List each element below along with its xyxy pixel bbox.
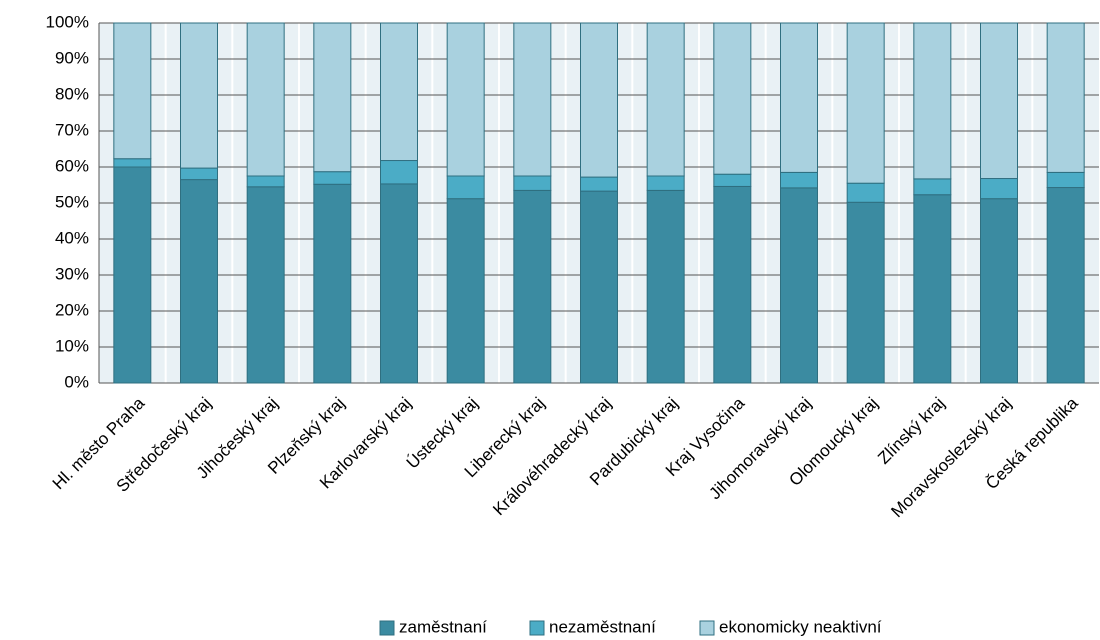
y-tick-label: 30% [55,264,89,283]
x-tick-label: Královéhradecký kraj [489,394,615,520]
bar-segment [313,183,352,384]
y-tick-label: 60% [55,156,89,175]
bar-segment [180,167,218,181]
bar-segment [513,22,552,177]
bar-segment [313,22,352,173]
bar-segment [180,22,218,169]
y-tick-label: 0% [64,372,89,391]
bar-segment [646,22,685,177]
bar-segment [713,185,752,384]
bar-segment [446,198,485,384]
bar-segment [846,201,885,384]
y-tick-label: 100% [46,12,89,31]
bar-segment [113,158,152,168]
bar-segment [780,171,818,189]
bar-segment [913,178,952,196]
bar-segment [246,22,285,177]
y-tick-label: 20% [55,300,89,319]
bar-segment [313,171,352,185]
y-tick-label: 80% [55,84,89,103]
bar-segment [980,178,1018,200]
bar-segment [580,176,618,192]
legend-label: nezaměstnaní [549,617,656,636]
bar-segment [780,187,818,384]
bar-segment [913,22,952,180]
bar-segment [580,22,618,178]
y-tick-label: 70% [55,120,89,139]
bar-segment [1046,22,1085,173]
bar-segment [446,22,485,177]
bar-segment [713,173,752,187]
bar-segment [1046,187,1085,384]
bar-segment [846,182,885,203]
y-tick-label: 90% [55,48,89,67]
bar-segment [246,186,285,384]
bar-segment [580,190,618,384]
bar-segment [513,189,552,384]
bar-segment [646,189,685,384]
bar-segment [380,22,418,162]
bar-segment [113,166,152,384]
bar-segment [513,175,552,191]
y-tick-label: 10% [55,336,89,355]
bar-segment [646,175,685,191]
bar-segment [846,22,885,184]
legend-swatch [379,620,395,636]
y-tick-label: 50% [55,192,89,211]
legend-swatch [699,620,715,636]
bar-segment [913,194,952,384]
bar-segment [980,198,1018,384]
bar-segment [380,183,418,384]
legend-swatch [529,620,545,636]
y-tick-label: 40% [55,228,89,247]
bar-segment [446,175,485,200]
bar-segment [1046,171,1085,189]
bar-segment [380,160,418,185]
bar-segment [780,22,818,173]
legend-label: zaměstnaní [399,617,487,636]
bar-segment [713,22,752,175]
bar-segment [113,22,152,160]
bar-segment [246,175,285,188]
bar-segment [180,179,218,384]
x-tick-label: Moravskoslezský kraj [887,394,1015,522]
bar-segment [980,22,1018,180]
legend-label: ekonomicky neaktivní [719,617,882,636]
